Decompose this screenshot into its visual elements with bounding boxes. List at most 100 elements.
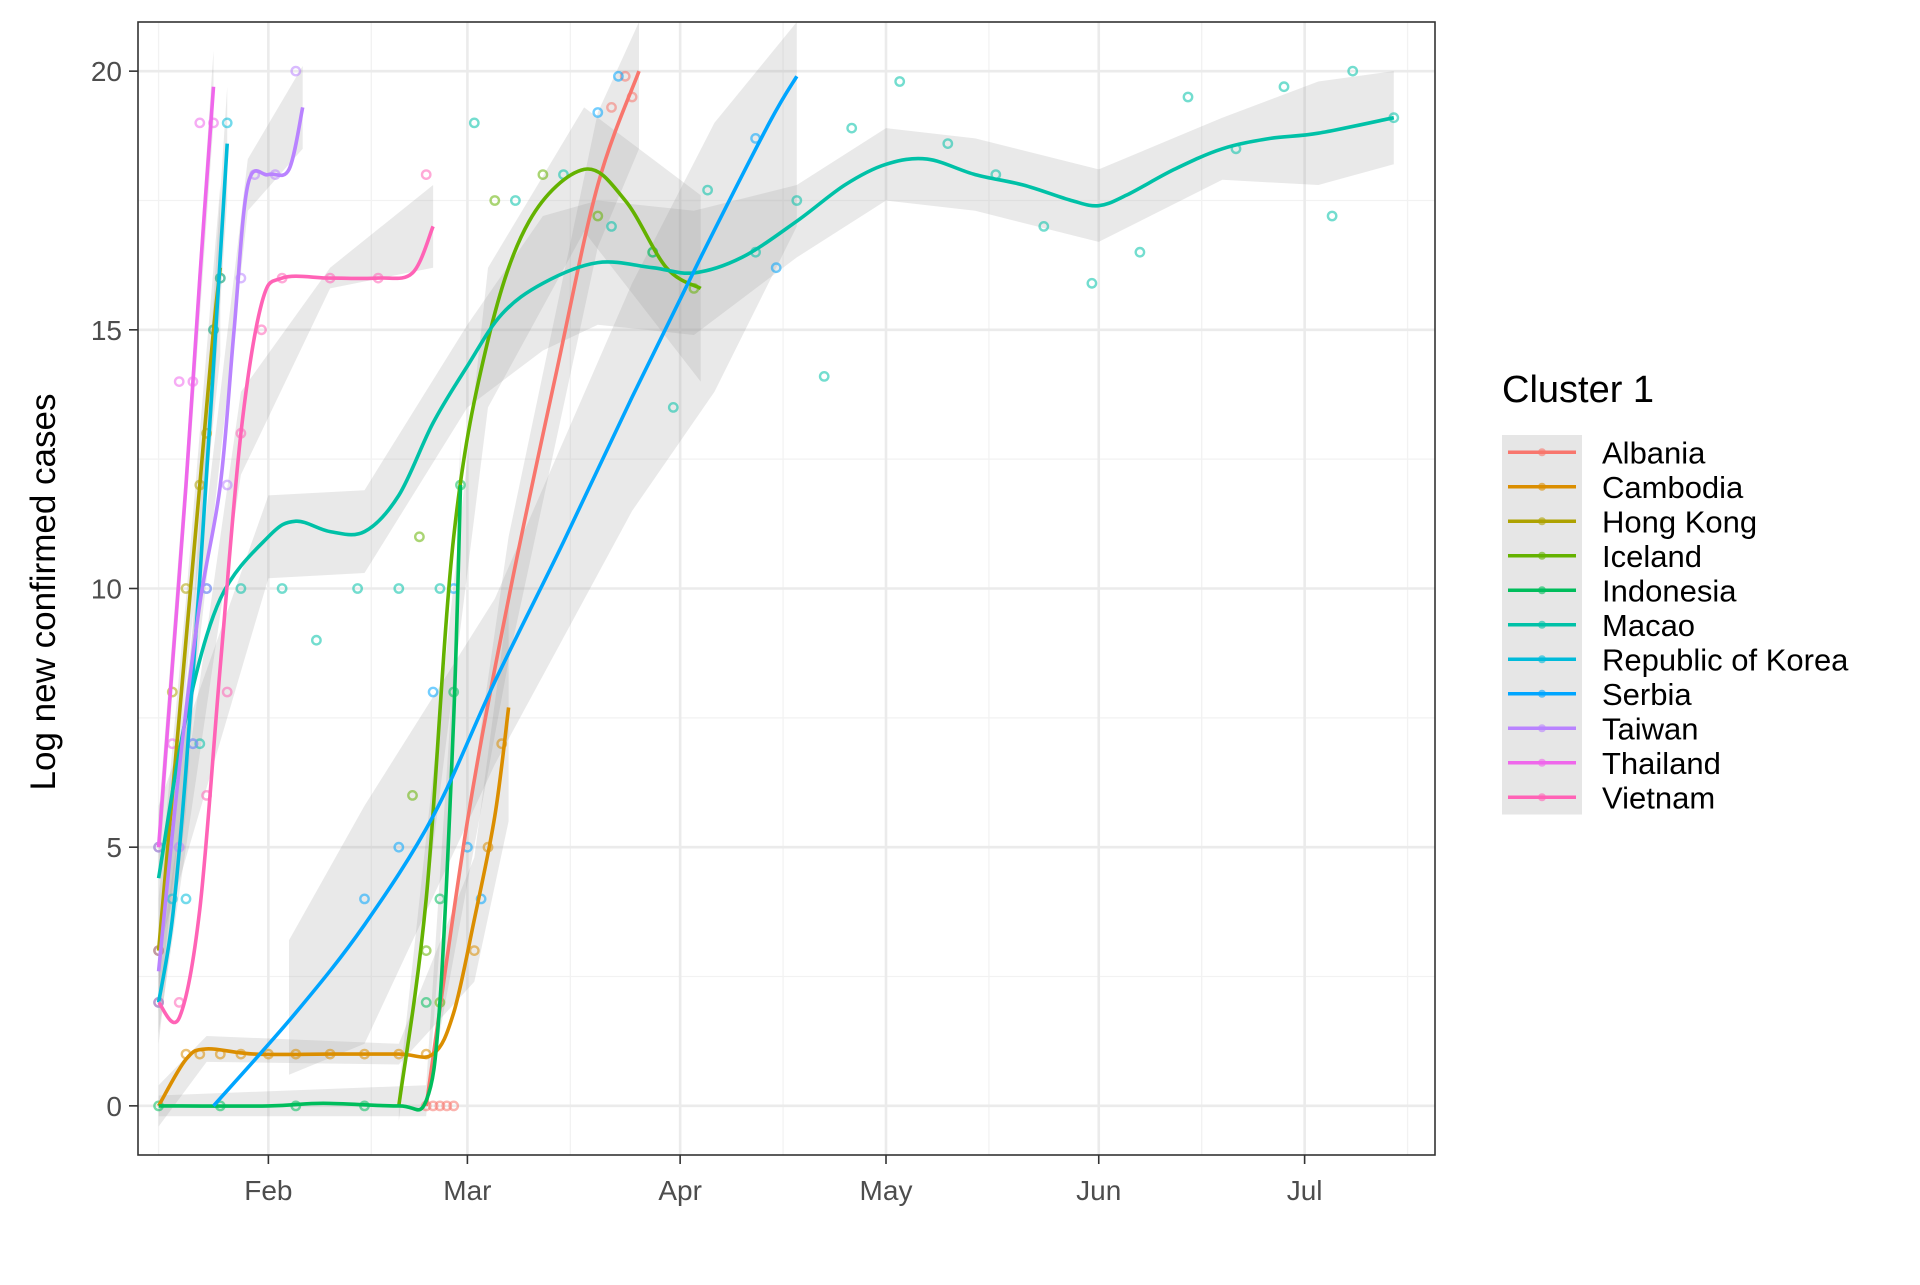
legend-key-point [1538, 620, 1546, 629]
confidence-band [398, 107, 701, 1122]
legend-label: Hong Kong [1602, 504, 1757, 539]
data-point [393, 841, 405, 853]
legend-label: Thailand [1602, 746, 1721, 781]
data-point [413, 531, 425, 543]
x-tick-label: May [860, 1175, 913, 1206]
legend-label: Vietnam [1602, 780, 1715, 815]
series-line [158, 484, 463, 1112]
data-point [468, 117, 480, 129]
data-point [407, 790, 418, 801]
y-axis-title: Log new confirmed cases [24, 394, 63, 791]
data-point [173, 376, 185, 387]
legend-label: Republic of Korea [1602, 642, 1849, 677]
data-point [846, 122, 858, 134]
data-point [420, 169, 432, 181]
data-point [310, 634, 322, 646]
series-line [156, 86, 216, 848]
confidence-band [158, 433, 461, 1117]
legend-key-point [1538, 758, 1546, 767]
x-axis: Feb Mar Apr May Jun Jul [244, 1155, 1323, 1206]
data-point [818, 370, 830, 382]
data-point [166, 893, 178, 905]
data-point [894, 76, 906, 87]
data-point [434, 1100, 446, 1112]
confidence-band [426, 22, 639, 1106]
y-tick-label: 20 [91, 56, 122, 87]
series-line [156, 107, 305, 972]
data-point [441, 1100, 453, 1112]
confidence-band [158, 185, 434, 1034]
data-point [1086, 277, 1098, 289]
series-line [212, 75, 799, 1108]
series-line [157, 707, 511, 1107]
data-point [1278, 81, 1290, 93]
data-point [702, 184, 713, 196]
legend-key-point [1538, 655, 1546, 664]
data-point [667, 401, 679, 413]
data-point [359, 893, 370, 905]
legend-label: Indonesia [1602, 573, 1737, 608]
legend-key-point [1538, 448, 1546, 457]
legend-key-point [1538, 517, 1546, 526]
confidence-band [158, 86, 228, 1044]
legend-title: Cluster 1 [1502, 369, 1654, 411]
data-point [420, 997, 432, 1008]
y-axis: 0 5 10 15 20 [91, 56, 138, 1122]
data-point [791, 195, 803, 206]
data-point [290, 65, 302, 77]
legend-key-point [1538, 793, 1546, 802]
data-point [537, 169, 549, 181]
data-point [1182, 91, 1194, 103]
x-tick-label: Apr [658, 1175, 702, 1206]
x-tick-label: Jul [1287, 1175, 1323, 1206]
legend-label: Iceland [1602, 539, 1702, 574]
data-point [221, 686, 233, 698]
legend-label: Taiwan [1602, 711, 1699, 746]
data-point [468, 945, 480, 956]
legend-key-point [1538, 689, 1546, 698]
data-point [393, 583, 405, 594]
x-tick-label: Feb [244, 1175, 292, 1206]
data-point [606, 220, 617, 232]
legend-label: Serbia [1602, 677, 1692, 712]
data-point [427, 686, 439, 698]
data-point [276, 583, 288, 594]
y-tick-label: 0 [106, 1091, 122, 1122]
data-point [770, 262, 782, 274]
data-point [592, 107, 604, 118]
data-point [1134, 246, 1146, 258]
confidence-band [158, 598, 509, 1127]
series-line [156, 267, 223, 951]
legend-key-point [1538, 724, 1546, 733]
data-point [489, 195, 501, 206]
data-point [194, 738, 206, 750]
data-point [619, 70, 631, 82]
legend-key-point [1538, 551, 1546, 560]
data-point [434, 583, 446, 594]
confidence-band [158, 66, 303, 1013]
data-point [942, 138, 954, 150]
data-point [235, 583, 247, 594]
legend-label: Macao [1602, 608, 1695, 643]
data-point [613, 70, 624, 82]
y-tick-label: 15 [91, 315, 122, 346]
data-point [180, 893, 192, 905]
legend-key-point [1538, 586, 1546, 595]
series-line [157, 225, 435, 1025]
data-point [221, 479, 233, 491]
data-point [194, 117, 206, 129]
x-tick-label: Jun [1076, 1175, 1121, 1206]
y-tick-label: 10 [91, 574, 122, 605]
data-point [606, 102, 617, 113]
data-point [221, 117, 233, 129]
data-point [1347, 65, 1359, 77]
legend-label: Cambodia [1602, 470, 1744, 505]
data-point [1326, 210, 1338, 222]
data-point [510, 195, 521, 206]
x-tick-label: Mar [443, 1175, 491, 1206]
data-point [427, 1100, 439, 1112]
